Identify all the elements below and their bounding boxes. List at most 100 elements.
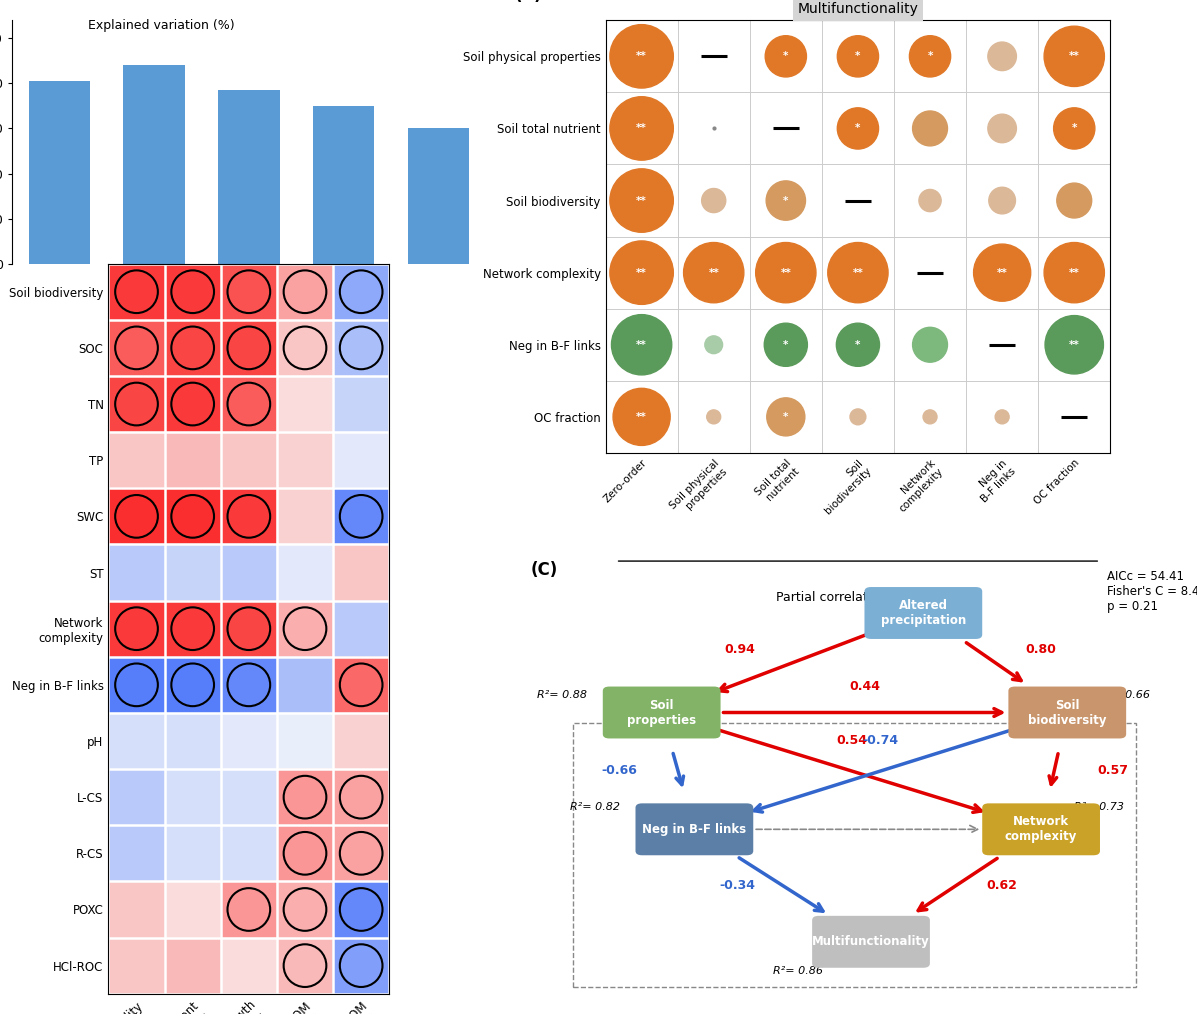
Circle shape: [1057, 184, 1092, 218]
Bar: [165, 769, 220, 825]
Circle shape: [1044, 26, 1105, 86]
Text: -0.34: -0.34: [719, 879, 755, 892]
Text: **: **: [780, 268, 791, 278]
Circle shape: [1053, 107, 1095, 149]
Circle shape: [973, 244, 1031, 301]
Bar: [29, 81, 90, 264]
Text: *: *: [783, 196, 789, 206]
Bar: [165, 825, 220, 881]
Text: 0.80: 0.80: [1026, 643, 1057, 656]
Bar: [333, 264, 389, 319]
Bar: [218, 90, 280, 264]
Bar: [333, 545, 389, 600]
Bar: [109, 825, 165, 881]
Bar: [109, 881, 165, 938]
Circle shape: [912, 328, 948, 362]
Bar: [220, 769, 277, 825]
Circle shape: [910, 35, 950, 77]
Bar: [333, 600, 389, 657]
Bar: [220, 376, 277, 432]
FancyBboxPatch shape: [983, 803, 1100, 855]
Text: -0.74: -0.74: [863, 734, 899, 747]
FancyBboxPatch shape: [1008, 686, 1126, 738]
Bar: [333, 319, 389, 376]
Circle shape: [764, 323, 808, 366]
Text: Altered
precipitation: Altered precipitation: [881, 599, 966, 627]
Bar: [333, 657, 389, 713]
Text: Explained variation (%): Explained variation (%): [87, 18, 235, 31]
Text: R²= 0.82: R²= 0.82: [570, 802, 620, 812]
Circle shape: [610, 96, 674, 160]
Text: Soil
properties: Soil properties: [627, 699, 697, 726]
FancyBboxPatch shape: [603, 686, 721, 738]
Bar: [109, 264, 165, 319]
Text: *: *: [855, 124, 861, 134]
Bar: [312, 105, 375, 264]
Text: R²= 0.73: R²= 0.73: [1074, 802, 1124, 812]
Bar: [277, 319, 333, 376]
Bar: [277, 545, 333, 600]
Text: 0.57: 0.57: [1098, 765, 1129, 778]
Circle shape: [767, 397, 804, 436]
Circle shape: [613, 388, 670, 445]
Text: **: **: [1069, 52, 1080, 61]
Text: **: **: [637, 268, 648, 278]
Bar: [123, 65, 184, 264]
Text: *: *: [783, 340, 789, 350]
Bar: [220, 319, 277, 376]
Circle shape: [838, 35, 879, 77]
Title: Multifunctionality: Multifunctionality: [797, 2, 918, 16]
Text: *: *: [855, 52, 861, 61]
Bar: [277, 600, 333, 657]
Bar: [109, 376, 165, 432]
Bar: [333, 432, 389, 489]
Bar: [333, 769, 389, 825]
Circle shape: [989, 188, 1015, 214]
Circle shape: [850, 409, 865, 425]
Text: 0.94: 0.94: [724, 643, 755, 656]
Text: Partial correlation controls: Partial correlation controls: [776, 591, 940, 604]
Circle shape: [1045, 315, 1104, 374]
Bar: [109, 938, 165, 994]
Text: R²= 0.66: R²= 0.66: [1100, 690, 1150, 700]
Bar: [220, 264, 277, 319]
Text: **: **: [1069, 268, 1080, 278]
Circle shape: [610, 241, 674, 304]
Bar: [277, 713, 333, 769]
Text: -0.66: -0.66: [601, 765, 637, 778]
Bar: [109, 657, 165, 713]
Circle shape: [701, 189, 725, 213]
Circle shape: [610, 168, 674, 232]
Bar: [333, 825, 389, 881]
Circle shape: [705, 336, 723, 354]
Text: *: *: [1071, 124, 1077, 134]
Circle shape: [837, 323, 880, 366]
Bar: [109, 713, 165, 769]
Text: Soil
biodiversity: Soil biodiversity: [1028, 699, 1106, 726]
Text: *: *: [928, 52, 932, 61]
Text: (C): (C): [530, 561, 558, 579]
Bar: [109, 319, 165, 376]
FancyBboxPatch shape: [864, 587, 983, 639]
Text: 0.44: 0.44: [849, 680, 880, 693]
Bar: [220, 938, 277, 994]
Bar: [165, 600, 220, 657]
Bar: [277, 881, 333, 938]
Circle shape: [755, 242, 816, 303]
Bar: [220, 713, 277, 769]
Bar: [109, 545, 165, 600]
Bar: [277, 938, 333, 994]
Circle shape: [612, 314, 672, 375]
Circle shape: [919, 190, 941, 212]
Text: **: **: [1069, 340, 1080, 350]
Bar: [109, 432, 165, 489]
Bar: [165, 489, 220, 545]
Bar: [407, 129, 469, 264]
Bar: [165, 432, 220, 489]
Text: 0.54: 0.54: [836, 734, 867, 747]
Bar: [165, 657, 220, 713]
Bar: [109, 489, 165, 545]
Bar: [220, 600, 277, 657]
Text: Network
complexity: Network complexity: [1005, 815, 1077, 844]
Circle shape: [610, 24, 674, 88]
